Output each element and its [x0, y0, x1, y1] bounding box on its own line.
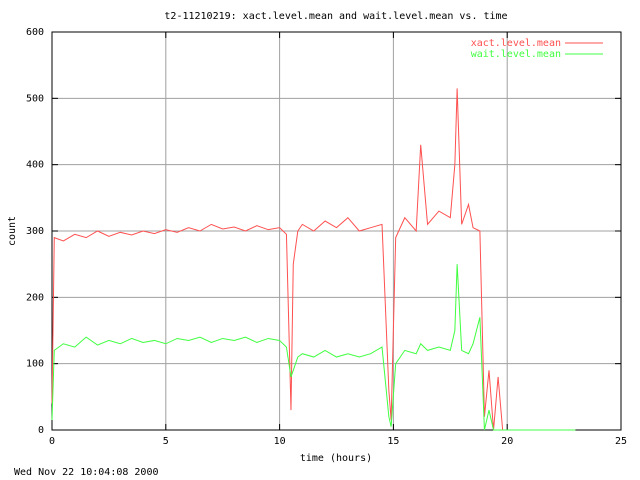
y-axis-label: count	[7, 216, 18, 246]
x-tick-label: 10	[274, 436, 286, 447]
y-tick-label: 400	[26, 160, 44, 171]
y-tick-label: 200	[26, 292, 44, 303]
legend-label: xact.level.mean	[471, 38, 561, 49]
y-tick-label: 300	[26, 226, 44, 237]
x-tick-label: 15	[387, 436, 399, 447]
x-tick-label: 0	[49, 436, 55, 447]
y-tick-label: 500	[26, 93, 44, 104]
data-line	[51, 88, 576, 431]
chart-title: t2-11210219: xact.level.mean and wait.le…	[164, 11, 507, 22]
legend-label: wait.level.mean	[471, 49, 561, 60]
y-tick-label: 600	[26, 27, 44, 38]
x-tick-label: 25	[615, 436, 627, 447]
x-tick-label: 5	[163, 436, 169, 447]
x-axis-label: time (hours)	[300, 453, 372, 464]
x-tick-label: 20	[501, 436, 513, 447]
plot-frame	[51, 31, 622, 431]
y-tick-label: 0	[38, 425, 44, 436]
footer: Wed Nov 22 10:04:08 2000	[14, 467, 159, 478]
data-line	[51, 264, 576, 431]
y-tick-label: 100	[26, 359, 44, 370]
